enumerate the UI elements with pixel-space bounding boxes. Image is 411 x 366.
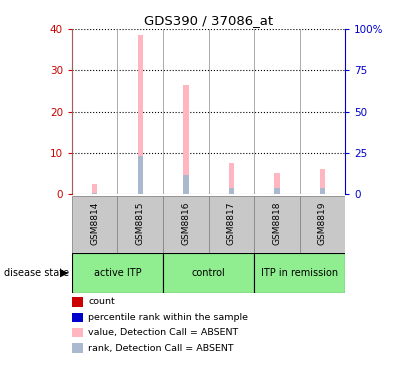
Bar [72,196,118,253]
Text: disease state: disease state [4,268,69,278]
Text: GSM8816: GSM8816 [181,201,190,245]
Bar [274,188,279,194]
Bar [254,253,345,293]
Bar [138,156,143,194]
Bar [72,253,163,293]
Bar [274,173,279,194]
Text: ▶: ▶ [60,268,68,278]
Bar [300,196,345,253]
Text: ITP in remission: ITP in remission [261,268,338,278]
Text: GSM8819: GSM8819 [318,201,327,245]
Text: value, Detection Call = ABSENT: value, Detection Call = ABSENT [88,328,239,337]
Text: GSM8817: GSM8817 [227,201,236,245]
Bar [229,188,234,194]
Bar [229,163,234,194]
Bar [92,193,97,194]
Bar [320,169,325,194]
Bar [138,36,143,194]
Bar [92,184,97,194]
Text: percentile rank within the sample: percentile rank within the sample [88,313,248,322]
Text: GSM8814: GSM8814 [90,201,99,245]
Bar [163,253,254,293]
Text: control: control [192,268,226,278]
Text: active ITP: active ITP [94,268,141,278]
Bar [183,85,189,194]
Bar [320,188,325,194]
Bar [163,196,209,253]
Bar [209,196,254,253]
Text: rank, Detection Call = ABSENT: rank, Detection Call = ABSENT [88,344,234,352]
Bar [183,175,189,194]
Bar [254,196,300,253]
Text: GSM8815: GSM8815 [136,201,145,245]
Title: GDS390 / 37086_at: GDS390 / 37086_at [144,14,273,27]
Text: count: count [88,298,115,306]
Bar [118,196,163,253]
Text: GSM8818: GSM8818 [272,201,282,245]
